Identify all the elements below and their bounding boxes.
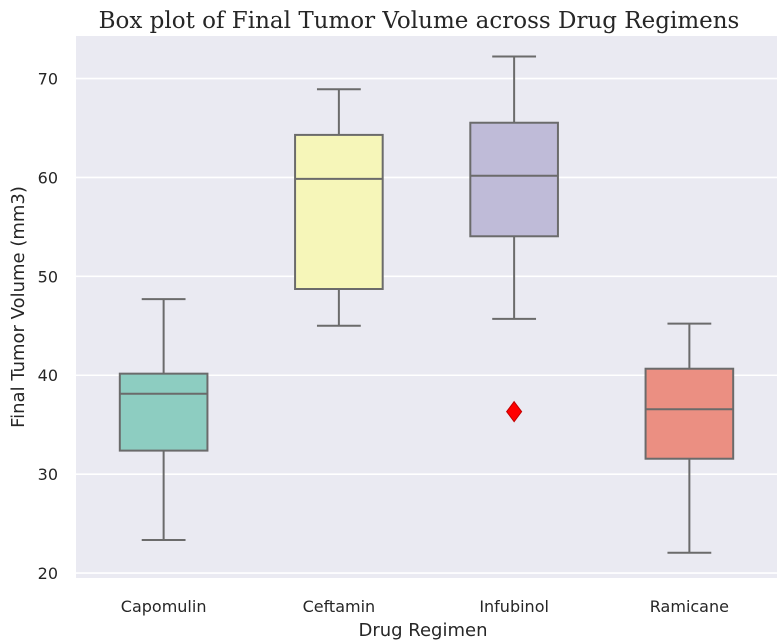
box-ceftamin — [294, 88, 384, 327]
box-infubinol — [469, 55, 559, 423]
y-tick-label: 50 — [38, 267, 58, 286]
y-tick-label: 70 — [38, 70, 58, 89]
iqr-box — [118, 372, 209, 452]
x-tick-label: Ceftamin — [303, 597, 376, 616]
iqr-box — [294, 133, 384, 290]
y-tick-labels: 20 30 40 50 60 70 — [38, 70, 58, 584]
x-tick-labels: Capomulin Ceftamin Infubinol Ramicane — [121, 597, 729, 616]
x-tick-label: Infubinol — [479, 597, 549, 616]
chart-title: Box plot of Final Tumor Volume across Dr… — [99, 8, 740, 34]
iqr-box — [644, 367, 735, 460]
x-tick-label: Ramicane — [650, 597, 729, 616]
box-ramicane — [644, 322, 735, 554]
y-tick-label: 30 — [38, 465, 58, 484]
y-tick-label: 20 — [38, 564, 58, 583]
x-axis-label: Drug Regimen — [358, 620, 487, 641]
y-tick-label: 60 — [38, 168, 58, 187]
y-axis-label: Final Tumor Volume (mm3) — [8, 186, 29, 428]
box-capomulin — [118, 298, 209, 542]
x-tick-label: Capomulin — [121, 597, 207, 616]
iqr-box — [469, 121, 559, 238]
outlier-marker — [506, 400, 523, 423]
plot-area — [76, 36, 777, 578]
boxes-layer — [118, 55, 735, 554]
y-tick-label: 40 — [38, 366, 58, 385]
